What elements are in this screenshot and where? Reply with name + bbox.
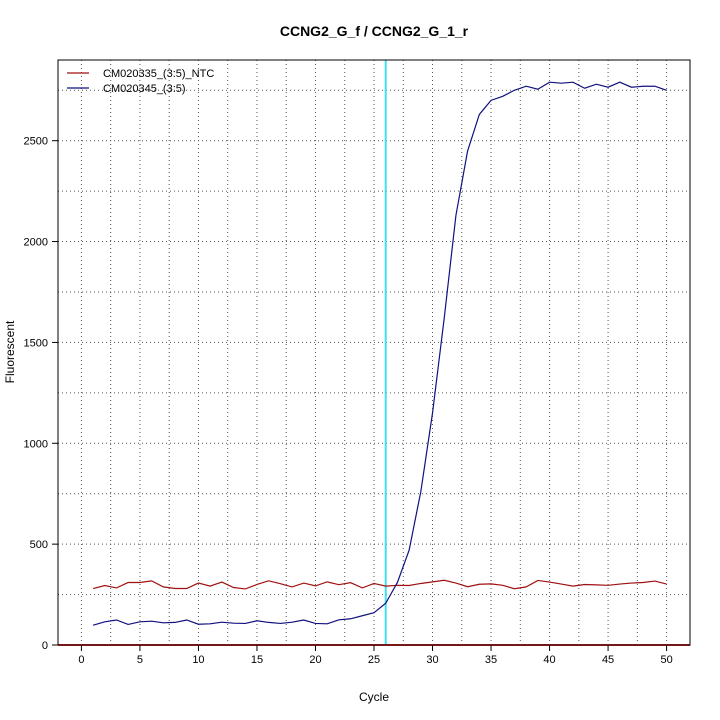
y-tick-label: 2000 xyxy=(24,237,48,249)
legend-label-1: CM020335_(3:5)_NTC xyxy=(103,68,214,80)
x-tick-label: 15 xyxy=(251,654,263,666)
series-line-2 xyxy=(92,81,667,626)
x-tick-label: 0 xyxy=(78,654,84,666)
x-axis-label: Cycle xyxy=(359,690,389,704)
legend: CM020335_(3:5)_NTC CM020345_(3:5) xyxy=(67,68,214,95)
y-tick-label: 1500 xyxy=(24,337,48,349)
x-tick-label: 30 xyxy=(426,654,438,666)
chart-title: CCNG2_G_f / CCNG2_G_1_r xyxy=(280,23,469,39)
x-tick-label: 10 xyxy=(192,654,204,666)
x-tick-label: 40 xyxy=(543,654,555,666)
legend-label-2: CM020345_(3:5) xyxy=(103,83,186,95)
x-tick-label: 50 xyxy=(660,654,672,666)
y-tick-label: 500 xyxy=(30,539,48,551)
x-tick-label: 45 xyxy=(602,654,614,666)
y-tick-label: 1000 xyxy=(24,438,48,450)
y-axis-label: Fluorescent xyxy=(3,320,17,383)
y-tick-label: 2500 xyxy=(24,136,48,148)
x-tick-label: 35 xyxy=(485,654,497,666)
y-tick-label: 0 xyxy=(42,640,48,652)
x-tick-label: 20 xyxy=(309,654,321,666)
series-line-1 xyxy=(92,579,667,590)
grid xyxy=(58,60,690,645)
x-tick-label: 5 xyxy=(137,654,143,666)
x-tick-label: 25 xyxy=(368,654,380,666)
